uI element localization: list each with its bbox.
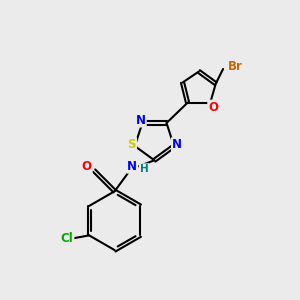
Text: O: O (82, 160, 92, 173)
Text: N: N (136, 114, 146, 127)
Text: O: O (208, 100, 218, 114)
Text: N: N (127, 160, 137, 173)
Text: Cl: Cl (61, 232, 74, 245)
Text: S: S (128, 138, 136, 151)
Text: Br: Br (227, 59, 242, 73)
Text: N: N (172, 138, 182, 151)
Text: H: H (140, 164, 148, 174)
